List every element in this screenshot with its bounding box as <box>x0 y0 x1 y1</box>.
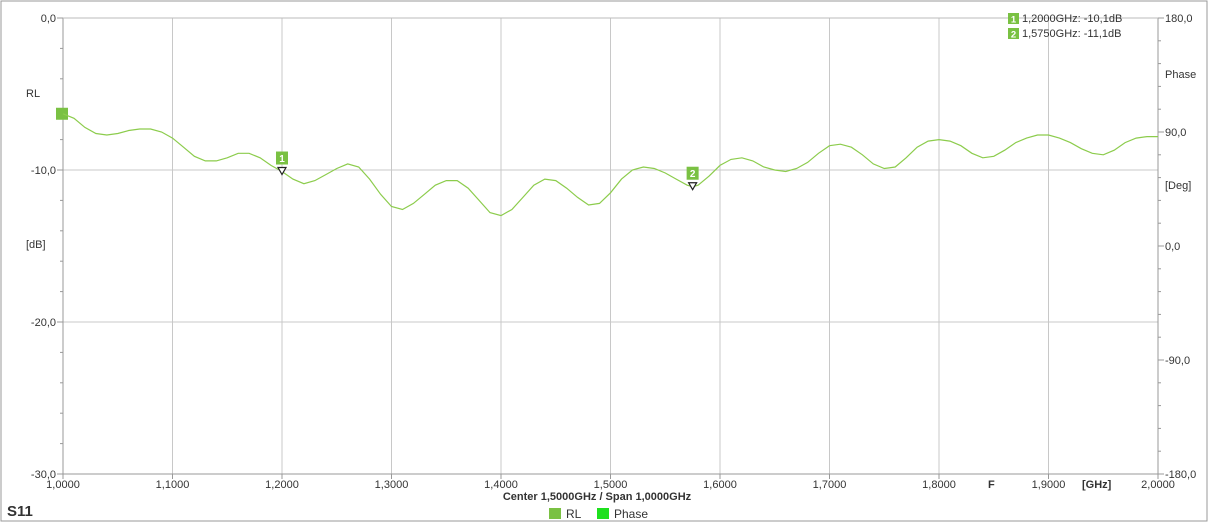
right-tick-label: 180,0 <box>1165 13 1193 25</box>
x-tick-label: 1,9000 <box>1032 479 1066 491</box>
right-tick-label: -90,0 <box>1165 355 1190 367</box>
x-tick-label: 1,7000 <box>813 479 847 491</box>
right-tick-label: 0,0 <box>1165 241 1180 253</box>
legend-label: RL <box>566 507 582 521</box>
marker-badge-number: 2 <box>690 169 696 180</box>
x-tick-label: 1,6000 <box>703 479 737 491</box>
right-axis-unit: [Deg] <box>1165 180 1191 192</box>
rl-trace-line <box>62 113 1158 217</box>
legend-label: Phase <box>614 507 648 521</box>
left-tick-label: -20,0 <box>31 317 56 329</box>
markers: 12 <box>276 151 699 191</box>
legend-swatch <box>549 508 561 519</box>
x-tick-label: 1,2000 <box>265 479 299 491</box>
left-tick-label: -30,0 <box>31 469 56 481</box>
x-tick-label: 1,0000 <box>46 479 80 491</box>
x-unit-label: [GHz] <box>1082 479 1112 491</box>
center-span-label: Center 1,5000GHz / Span 1,0000GHz <box>503 491 692 503</box>
right-axis-ticks: 180,0 90,0 0,0 -90,0 -180,0 <box>1158 13 1196 481</box>
marker-badge <box>276 151 288 165</box>
x-tick-label: 1,4000 <box>484 479 518 491</box>
right-tick-label: -180,0 <box>1165 469 1196 481</box>
x-tick-label: 1,1000 <box>156 479 190 491</box>
legend-swatch <box>597 508 609 519</box>
readout-badge <box>1008 28 1019 39</box>
marker-triangle <box>687 182 698 191</box>
x-tick-label: 1,5000 <box>594 479 628 491</box>
readout-badge-number: 2 <box>1011 30 1016 41</box>
rl-axis-label: RL <box>26 88 40 100</box>
phase-axis-title: Phase <box>1165 69 1196 81</box>
marker-triangle <box>276 166 288 176</box>
rl-reference-marker <box>56 107 68 120</box>
x-tick-label: 1,3000 <box>375 479 409 491</box>
x-axis-ticks: 1,0000 1,1000 1,2000 1,3000 1,4000 1,5000 1,60… <box>46 474 1175 491</box>
left-tick-label: 0,0 <box>41 13 56 25</box>
x-tick-label: 1,8000 <box>922 479 956 491</box>
readout-badge-number: 1 <box>1011 15 1017 26</box>
marker-readout-text: 1,5750GHz: -11,1dB <box>1022 28 1121 40</box>
left-axis-ticks: 0,0 -10,0 -20,0 -30,0 <box>31 13 63 481</box>
left-axis-unit: [dB] <box>26 239 46 251</box>
x-symbol-label: F <box>988 479 995 491</box>
marker-readouts: 1 1,2000GHz: -10,1dB 2 1,5750GHz: -11,1dB <box>1008 13 1122 41</box>
marker-badge-number: 1 <box>279 154 285 165</box>
left-tick-label: -10,0 <box>31 165 56 177</box>
marker-readout-text: 1,2000GHz: -10,1dB <box>1022 13 1122 25</box>
grid <box>63 18 1158 474</box>
marker-badge <box>686 166 699 180</box>
readout-badge <box>1008 13 1019 24</box>
right-tick-label: 90,0 <box>1165 127 1186 139</box>
x-tick-label: 2,0000 <box>1141 479 1175 491</box>
chart-title: S11 <box>7 503 33 520</box>
legend: RL Phase <box>549 507 648 521</box>
